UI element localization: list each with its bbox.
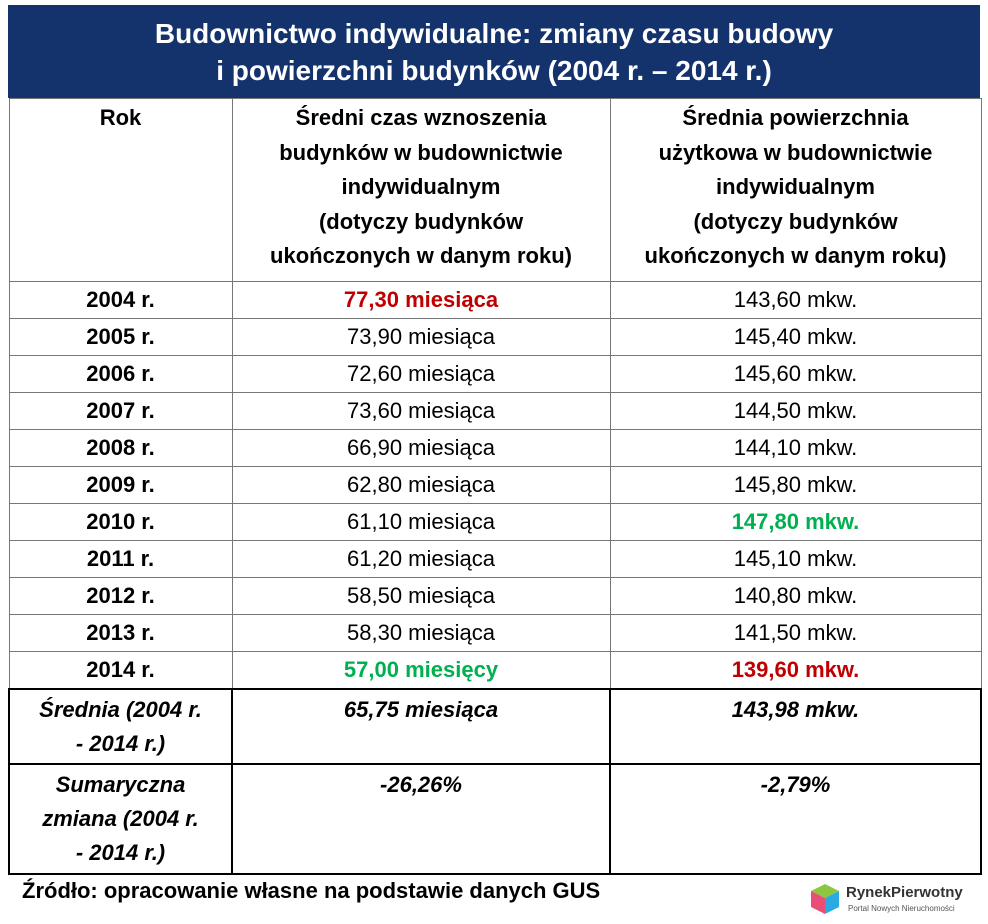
data-row: 2009 r. 62,80 miesiąca 145,80 mkw. bbox=[8, 466, 982, 504]
cell: 145,60 mkw. bbox=[609, 355, 982, 393]
summary-cell: Średnia (2004 r. - 2014 r.) bbox=[8, 688, 233, 765]
data-row: 2007 r. 73,60 miesiąca 144,50 mkw. bbox=[8, 392, 982, 430]
cell: 2010 r. bbox=[8, 503, 233, 541]
source: Źródło: opracowanie własne na podstawie … bbox=[22, 878, 601, 903]
cell: 58,30 miesiąca bbox=[231, 614, 611, 652]
cell: 144,50 mkw. bbox=[609, 392, 982, 430]
header-row: Rok Średni czas wznoszenia budynków w bud… bbox=[8, 98, 982, 282]
logo-name: RynekPierwotny bbox=[846, 884, 963, 901]
cell: 57,00 miesięcy bbox=[231, 651, 611, 690]
cell: 2007 r. bbox=[8, 392, 233, 430]
data-row: 2013 r. 58,30 miesiąca 141,50 mkw. bbox=[8, 614, 982, 652]
cell: 2011 r. bbox=[8, 540, 233, 578]
cell: 2009 r. bbox=[8, 466, 233, 504]
cell: 2004 r. bbox=[8, 281, 233, 319]
cell: 145,80 mkw. bbox=[609, 466, 982, 504]
summary-row: Sumaryczna zmiana (2004 r. - 2014 r.) -26… bbox=[8, 763, 982, 875]
cell: 2014 r. bbox=[8, 651, 233, 690]
summary-cell: -2,79% bbox=[609, 763, 982, 875]
cell: 2005 r. bbox=[8, 318, 233, 356]
logo: RynekPierwotny Portal Nowych Nieruchomoś… bbox=[808, 882, 978, 918]
cell: 2006 r. bbox=[8, 355, 233, 393]
data-row: 2004 r. 77,30 miesiąca 143,60 mkw. bbox=[8, 281, 982, 319]
summary-cell: -26,26% bbox=[231, 763, 611, 875]
table: Rok Średni czas wznoszenia budynków w bud… bbox=[8, 98, 982, 875]
cell: 141,50 mkw. bbox=[609, 614, 982, 652]
column-header: Średni czas wznoszenia budynków w budown… bbox=[231, 98, 611, 282]
cell: 72,60 miesiąca bbox=[231, 355, 611, 393]
cell: 61,10 miesiąca bbox=[231, 503, 611, 541]
cell: 61,20 miesiąca bbox=[231, 540, 611, 578]
logo-icon bbox=[811, 884, 839, 914]
column-header: Średnia powierzchnia użytkowa w budownic… bbox=[609, 98, 982, 282]
cell: 147,80 mkw. bbox=[609, 503, 982, 541]
logo-tagline: Portal Nowych Nieruchomości bbox=[848, 904, 955, 913]
cell: 144,10 mkw. bbox=[609, 429, 982, 467]
summary-row: Średnia (2004 r. - 2014 r.) 65,75 miesiąc… bbox=[8, 688, 982, 765]
cell: 2012 r. bbox=[8, 577, 233, 615]
title: Budownictwo indywidualne: zmiany czasu b… bbox=[8, 5, 980, 98]
data-row: 2014 r. 57,00 miesięcy 139,60 mkw. bbox=[8, 651, 982, 690]
cell: 2008 r. bbox=[8, 429, 233, 467]
data-row: 2008 r. 66,90 miesiąca 144,10 mkw. bbox=[8, 429, 982, 467]
summary-cell: 143,98 mkw. bbox=[609, 688, 982, 765]
data-row: 2010 r. 61,10 miesiąca 147,80 mkw. bbox=[8, 503, 982, 541]
cell: 2013 r. bbox=[8, 614, 233, 652]
summary-cell: 65,75 miesiąca bbox=[231, 688, 611, 765]
cell: 66,90 miesiąca bbox=[231, 429, 611, 467]
data-row: 2006 r. 72,60 miesiąca 145,60 mkw. bbox=[8, 355, 982, 393]
summary-cell: Sumaryczna zmiana (2004 r. - 2014 r.) bbox=[8, 763, 233, 875]
data-row: 2005 r. 73,90 miesiąca 145,40 mkw. bbox=[8, 318, 982, 356]
column-header: Rok bbox=[8, 98, 233, 282]
cell: 143,60 mkw. bbox=[609, 281, 982, 319]
cell: 73,90 miesiąca bbox=[231, 318, 611, 356]
cell: 145,10 mkw. bbox=[609, 540, 982, 578]
data-row: 2012 r. 58,50 miesiąca 140,80 mkw. bbox=[8, 577, 982, 615]
cell: 58,50 miesiąca bbox=[231, 577, 611, 615]
cell: 140,80 mkw. bbox=[609, 577, 982, 615]
table-body: 2004 r. 77,30 miesiąca 143,60 mkw. 2005 r. 7… bbox=[8, 281, 982, 875]
cell: 77,30 miesiąca bbox=[231, 281, 611, 319]
cell: 145,40 mkw. bbox=[609, 318, 982, 356]
cell: 73,60 miesiąca bbox=[231, 392, 611, 430]
data-row: 2011 r. 61,20 miesiąca 145,10 mkw. bbox=[8, 540, 982, 578]
cell: 139,60 mkw. bbox=[609, 651, 982, 690]
cell: 62,80 miesiąca bbox=[231, 466, 611, 504]
